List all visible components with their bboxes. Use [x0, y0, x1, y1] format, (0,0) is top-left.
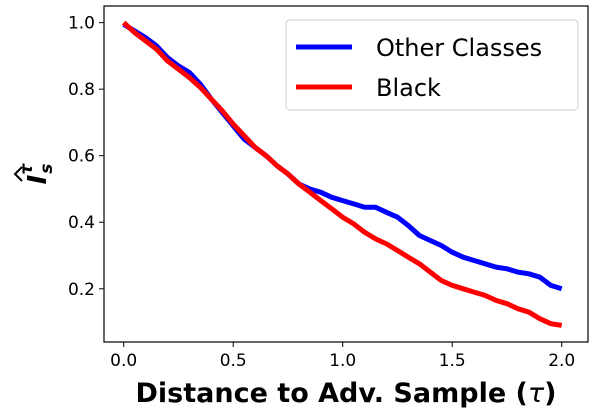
- y-tick-label: 0.4: [68, 213, 95, 233]
- legend-box: [285, 19, 579, 111]
- x-axis-label: Distance to Adv. Sample (τ): [136, 378, 557, 409]
- y-tick-label: 0.2: [68, 280, 95, 300]
- series-line-0: [122, 22, 563, 292]
- plot-area: [122, 20, 563, 328]
- legend-label-1: Black: [376, 74, 441, 102]
- y-axis-label-superscript: τ: [17, 163, 37, 175]
- legend-label-0: Other Classes: [376, 34, 542, 62]
- svg-text:Iτs: Iτs: [17, 163, 57, 185]
- x-tick-label: 0.5: [220, 351, 247, 371]
- legend: Other Classes Black: [285, 19, 579, 111]
- x-axis-ticks: 0.0 0.5 1.0 1.5 2.0: [110, 342, 575, 371]
- y-axis-ticks: 0.2 0.4 0.6 0.8 1.0: [68, 14, 104, 300]
- y-axis-label-hat: [13, 166, 23, 182]
- series-line-1: [122, 20, 563, 328]
- x-axis-label-text: Distance to Adv. Sample (: [136, 378, 528, 409]
- y-tick-label: 0.8: [68, 80, 95, 100]
- y-axis-label: Iτs: [13, 163, 57, 185]
- y-axis-label-base: I: [23, 174, 53, 184]
- x-tick-label: 2.0: [548, 351, 575, 371]
- y-tick-label: 1.0: [68, 14, 95, 34]
- x-tick-label: 1.0: [329, 351, 356, 371]
- y-tick-label: 0.6: [68, 147, 95, 167]
- x-axis-label-close: ): [544, 378, 556, 409]
- axes-frame: [103, 5, 589, 343]
- x-tick-label: 1.5: [439, 351, 466, 371]
- x-tick-label: 0.0: [110, 351, 137, 371]
- y-axis-label-subscript: s: [37, 164, 57, 174]
- x-axis-label-tau: τ: [528, 378, 545, 409]
